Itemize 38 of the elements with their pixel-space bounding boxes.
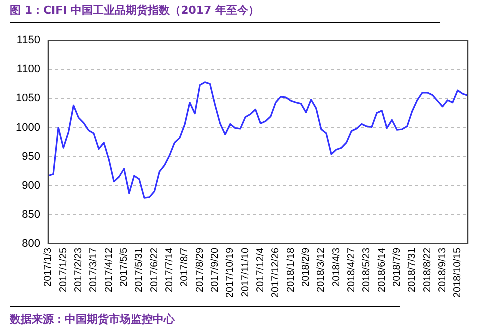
- x-tick-label: 2017/8/7: [180, 248, 191, 287]
- x-tick-label: 2018/7/9: [392, 248, 403, 287]
- x-tick-label: 2018/8/22: [422, 248, 434, 292]
- x-tick-label: 2018/1/18: [286, 248, 297, 292]
- x-tick-label: 2017/2/23: [74, 248, 85, 292]
- x-tick-label: 2017/5/31: [134, 248, 146, 292]
- x-tick-label: 2017/11/10: [240, 248, 252, 298]
- source-note: 数据来源：中国期货市场监控中心: [10, 312, 176, 327]
- x-tick-label: 2017/12/26: [270, 248, 282, 298]
- x-tick-label: 2017/4/12: [104, 248, 115, 292]
- x-tick-label: 2017/1/3: [43, 248, 54, 287]
- x-tick-label: 2017/6/22: [149, 248, 160, 292]
- x-tick-label: 2017/8/29: [194, 248, 206, 292]
- x-tick-label: 2018/4/3: [331, 248, 342, 287]
- x-tick-label: 2018/7/31: [407, 248, 418, 292]
- x-tick-label: 2017/5/5: [119, 248, 130, 287]
- x-tick-label: 2017/1/25: [58, 248, 70, 292]
- y-tick-label: 850: [22, 208, 40, 221]
- x-tick-label: 2017/10/19: [225, 248, 236, 298]
- x-tick-label: 2017/12/4: [256, 248, 267, 292]
- y-tick-label: 950: [22, 150, 40, 163]
- x-tick-label: 2018/3/12: [316, 248, 328, 292]
- x-tick-label: 2018/2/9: [301, 248, 312, 287]
- y-tick-label: 800: [22, 238, 40, 250]
- x-tick-label: 2017/7/14: [164, 248, 176, 292]
- y-tick-label: 1150: [16, 34, 40, 47]
- y-tick-label: 1100: [16, 64, 40, 76]
- chart-title: 图 1：CIFI 中国工业品期货指数（2017 年至今）: [10, 3, 440, 23]
- y-tick-label: 900: [22, 180, 40, 192]
- x-tick-label: 2018/9/13: [437, 248, 448, 292]
- y-tick-label: 1000: [16, 122, 40, 134]
- x-tick-label: 2017/3/17: [88, 248, 100, 292]
- x-tick-label: 2018/10/15: [452, 248, 464, 298]
- y-tick-label: 1050: [16, 92, 40, 105]
- x-tick-label: 2018/5/23: [362, 248, 373, 292]
- x-tick-label: 2017/9/20: [210, 248, 222, 292]
- x-tick-label: 2018/4/27: [346, 248, 358, 292]
- x-tick-label: 2018/6/14: [376, 248, 388, 292]
